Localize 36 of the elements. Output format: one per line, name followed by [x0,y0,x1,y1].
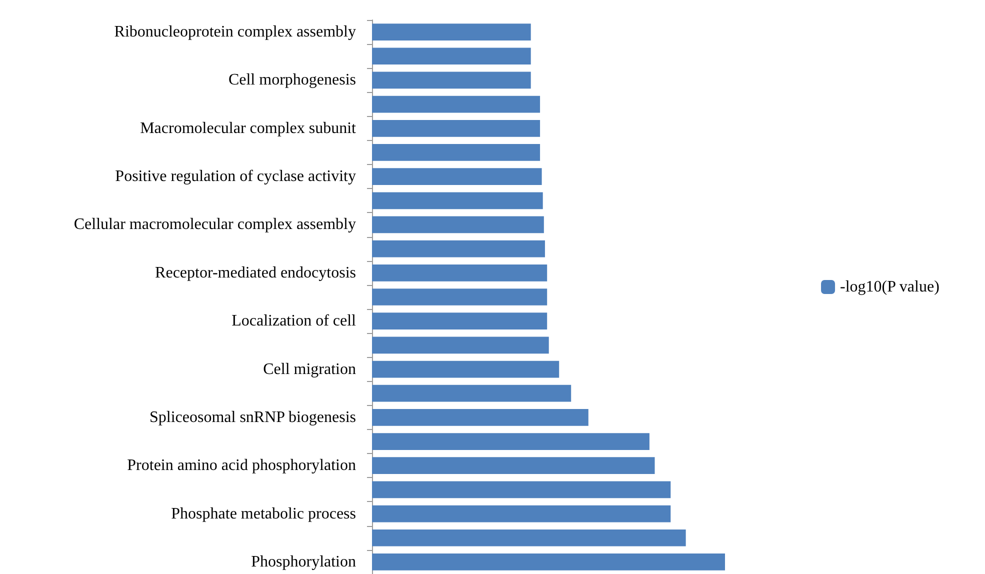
y-tick-label: Ribonucleoprotein complex assembly [114,24,356,41]
bar [372,144,540,161]
bar [372,96,540,113]
y-tick-label: Positive regulation of cyclase activity [115,168,356,186]
bar [372,481,671,498]
bar [372,48,531,65]
bar [372,360,560,378]
bar [372,336,549,354]
y-tick-label: Phosphate metabolic process [171,505,356,522]
bar [372,120,540,137]
y-tick-label: Cell migration [263,360,356,378]
bar [372,505,671,522]
bar [372,288,548,306]
bar [372,384,572,402]
y-tick-label: Cellular macromolecular complex assembly [74,216,356,234]
bar [372,72,531,89]
bar [372,312,548,330]
y-tick-label: Cell morphogenesis [228,72,356,89]
bar [372,216,544,234]
bar [372,433,650,450]
y-tick-label: Receptor-mediated endocytosis [155,264,356,282]
bar [372,409,588,426]
bar [372,192,543,210]
y-tick-label: Localization of cell [232,312,357,330]
y-tick-label: Spliceosomal snRNP biogenesis [149,408,356,426]
y-tick-label: Protein amino acid phosphorylation [127,457,356,474]
bar [372,457,655,474]
bar [372,529,686,546]
bar [372,168,542,185]
y-tick-label: Phosphorylation [251,553,356,570]
bar [372,264,548,282]
bar [372,240,545,258]
bar [372,554,725,570]
legend-label: -log10(P value) [840,278,940,296]
bar [372,24,531,40]
y-tick-label: Macromolecular complex subunit [140,120,357,137]
